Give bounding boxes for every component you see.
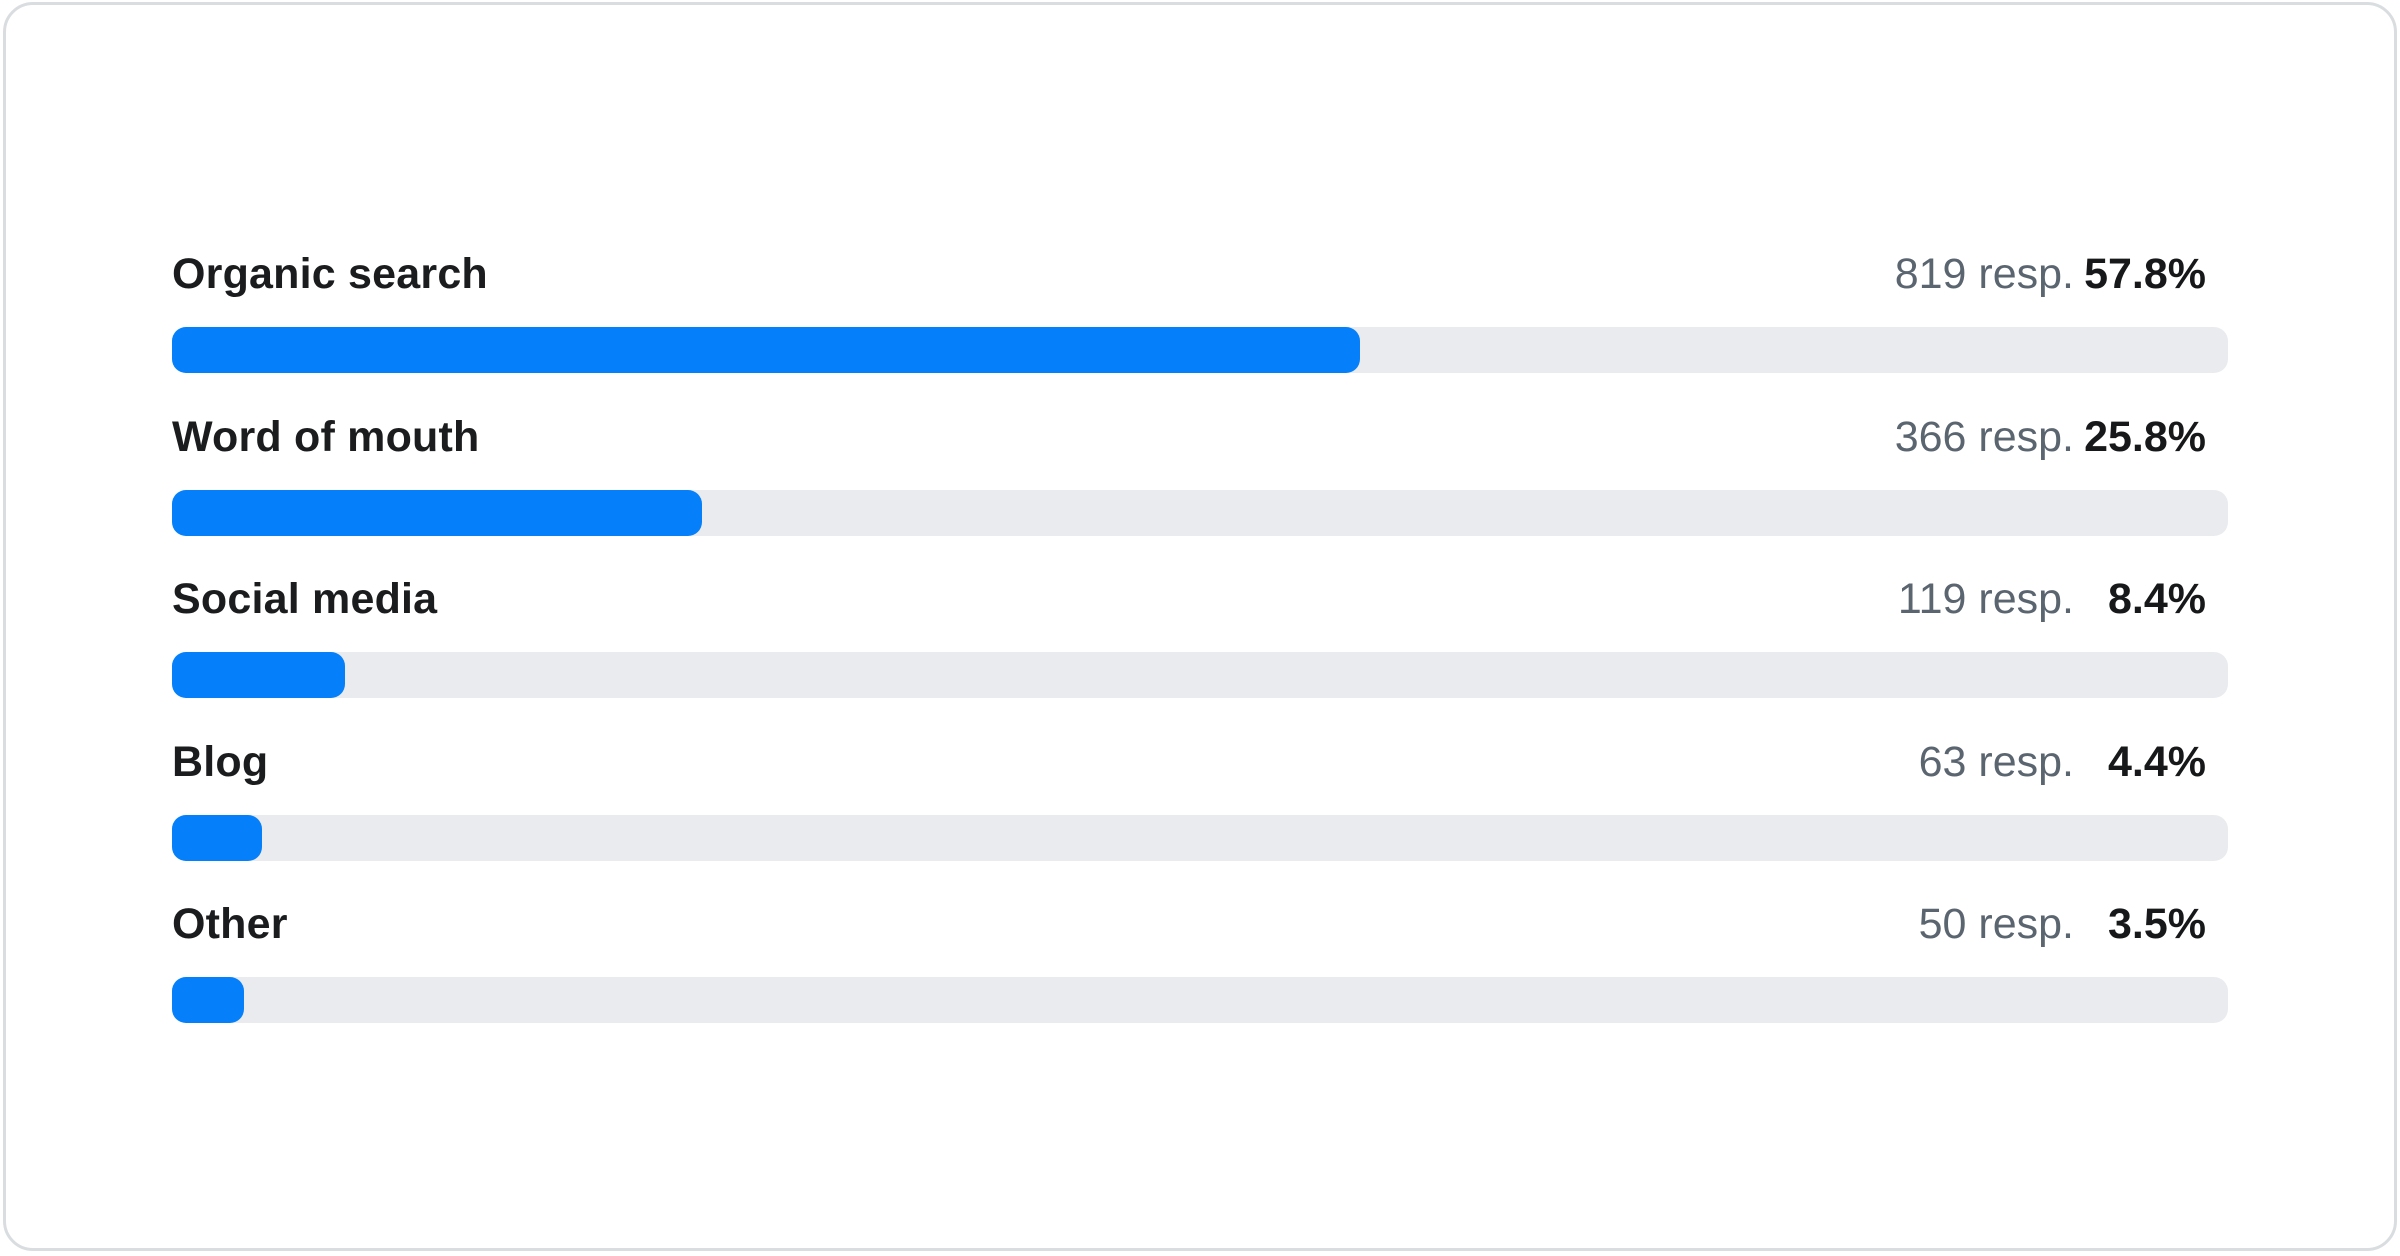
percent-value: 8.4%: [2107, 575, 2206, 623]
row-header: Organic search 819 resp. 57.8%: [172, 249, 2228, 299]
response-count: 819 resp.: [1894, 250, 2074, 298]
bar-track: [172, 327, 2228, 373]
row-values: 119 resp. 8.4%: [1898, 574, 2206, 624]
bar-fill: [172, 652, 345, 698]
row-values: 366 resp. 25.8%: [1895, 412, 2206, 462]
row-header: Blog 63 resp. 4.4%: [172, 737, 2228, 787]
row-header: Other 50 resp. 3.5%: [172, 899, 2228, 949]
response-count: 50 resp.: [1918, 900, 2074, 948]
row-header: Word of mouth 366 resp. 25.8%: [172, 412, 2228, 462]
row-values: 50 resp. 3.5%: [1919, 899, 2206, 949]
bar-track: [172, 977, 2228, 1023]
percent-value: 4.4%: [2107, 737, 2206, 786]
chart-row-other: Other 50 resp. 3.5%: [172, 899, 2228, 1023]
bar-track: [172, 652, 2228, 698]
category-label: Word of mouth: [172, 412, 480, 461]
bar-fill: [172, 814, 263, 861]
bar-fill: [172, 327, 1361, 373]
chart-row-word-of-mouth: Word of mouth 366 resp. 25.8%: [172, 412, 2228, 536]
row-header: Social media 119 resp. 8.4%: [172, 574, 2228, 624]
bar-track: [172, 814, 2228, 861]
category-label: Other: [172, 900, 288, 948]
bar-fill: [172, 489, 703, 536]
percent-value: 57.8%: [2084, 250, 2206, 298]
bar-track: [172, 489, 2228, 536]
chart-row-social-media: Social media 119 resp. 8.4%: [172, 574, 2228, 698]
results-card: Organic search 819 resp. 57.8% Word of m…: [3, 2, 2397, 1251]
chart-row-blog: Blog 63 resp. 4.4%: [172, 737, 2228, 861]
response-count: 63 resp.: [1918, 737, 2074, 786]
category-label: Blog: [172, 737, 269, 786]
response-count: 366 resp.: [1894, 412, 2074, 461]
chart-row-organic-search: Organic search 819 resp. 57.8%: [172, 249, 2228, 373]
row-values: 819 resp. 57.8%: [1895, 249, 2206, 299]
category-label: Social media: [172, 575, 438, 623]
response-count: 119 resp.: [1897, 575, 2074, 623]
row-values: 63 resp. 4.4%: [1919, 737, 2206, 787]
category-label: Organic search: [172, 250, 488, 298]
survey-results-chart: Organic search 819 resp. 57.8% Word of m…: [172, 249, 2228, 1062]
percent-value: 25.8%: [2084, 412, 2206, 461]
bar-fill: [172, 977, 244, 1023]
percent-value: 3.5%: [2107, 900, 2206, 948]
